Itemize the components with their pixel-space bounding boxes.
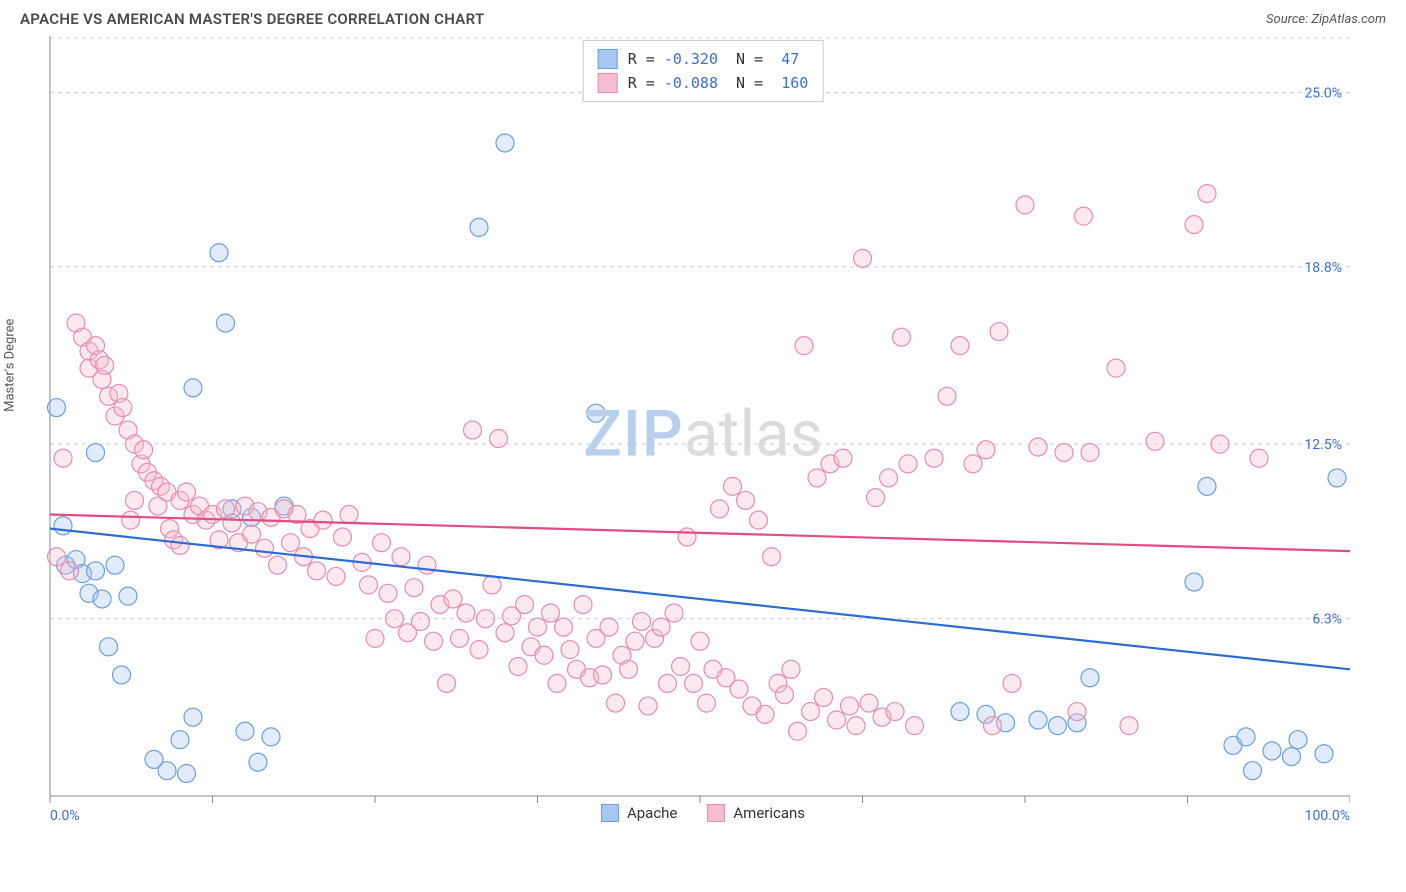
svg-text:0.0%: 0.0% (50, 808, 80, 824)
chart-title: APACHE VS AMERICAN MASTER'S DEGREE CORRE… (20, 10, 485, 28)
legend-item: Americans (707, 804, 805, 822)
series-legend: Apache Americans (601, 804, 805, 822)
source-attribution: Source: ZipAtlas.com (1266, 12, 1386, 27)
y-axis-label: Master's Degree (3, 319, 18, 412)
legend-item: Apache (601, 804, 677, 822)
svg-text:100.0%: 100.0% (1305, 808, 1350, 824)
svg-text:6.3%: 6.3% (1312, 612, 1342, 628)
correlation-legend: R = -0.320 N = 47R = -0.088 N = 160 (583, 40, 824, 102)
svg-text:25.0%: 25.0% (1304, 85, 1342, 101)
chart-container: Master's Degree 6.3%12.5%18.8%25.0%0.0%1… (20, 36, 1386, 866)
legend-row: R = -0.088 N = 160 (598, 71, 809, 95)
svg-text:18.8%: 18.8% (1304, 260, 1342, 276)
legend-row: R = -0.320 N = 47 (598, 47, 809, 71)
scatter-chart: 6.3% 12.5% 18.8% 25.0% 0.0% 100.0% (20, 36, 1350, 866)
svg-text:12.5%: 12.5% (1304, 437, 1342, 453)
